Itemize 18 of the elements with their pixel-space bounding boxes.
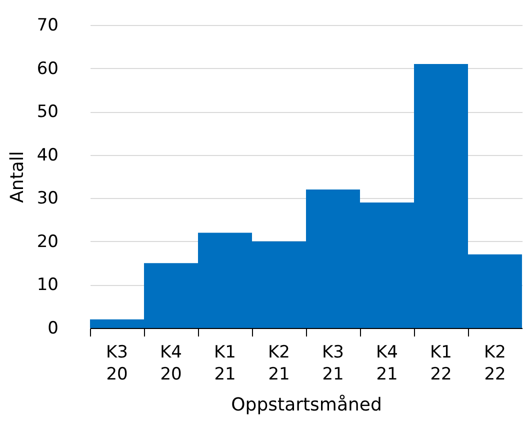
y-tick-label: 60 <box>36 58 58 79</box>
y-tick-label: 0 <box>48 318 58 338</box>
x-tick-label: K1 21 <box>214 342 236 384</box>
y-tick-label: 50 <box>36 102 58 122</box>
y-axis-title: Antall <box>6 151 28 203</box>
x-axis-title: Oppstartsmåned <box>231 394 382 416</box>
x-tick-label: K2 22 <box>484 342 506 384</box>
x-tick-label: K2 21 <box>268 342 290 384</box>
y-tick-label: 30 <box>36 188 58 209</box>
x-tick-label: K4 20 <box>160 342 182 384</box>
y-tick-label: 10 <box>36 275 58 296</box>
x-tick-label: K3 21 <box>322 342 344 384</box>
x-tick-label: K4 21 <box>376 342 398 384</box>
y-tick-label: 20 <box>36 232 58 252</box>
x-tick-label: K1 22 <box>430 342 452 384</box>
y-tick-label: 70 <box>36 16 58 36</box>
x-tick-label: K3 20 <box>106 342 128 384</box>
y-tick-label: 40 <box>36 145 58 166</box>
